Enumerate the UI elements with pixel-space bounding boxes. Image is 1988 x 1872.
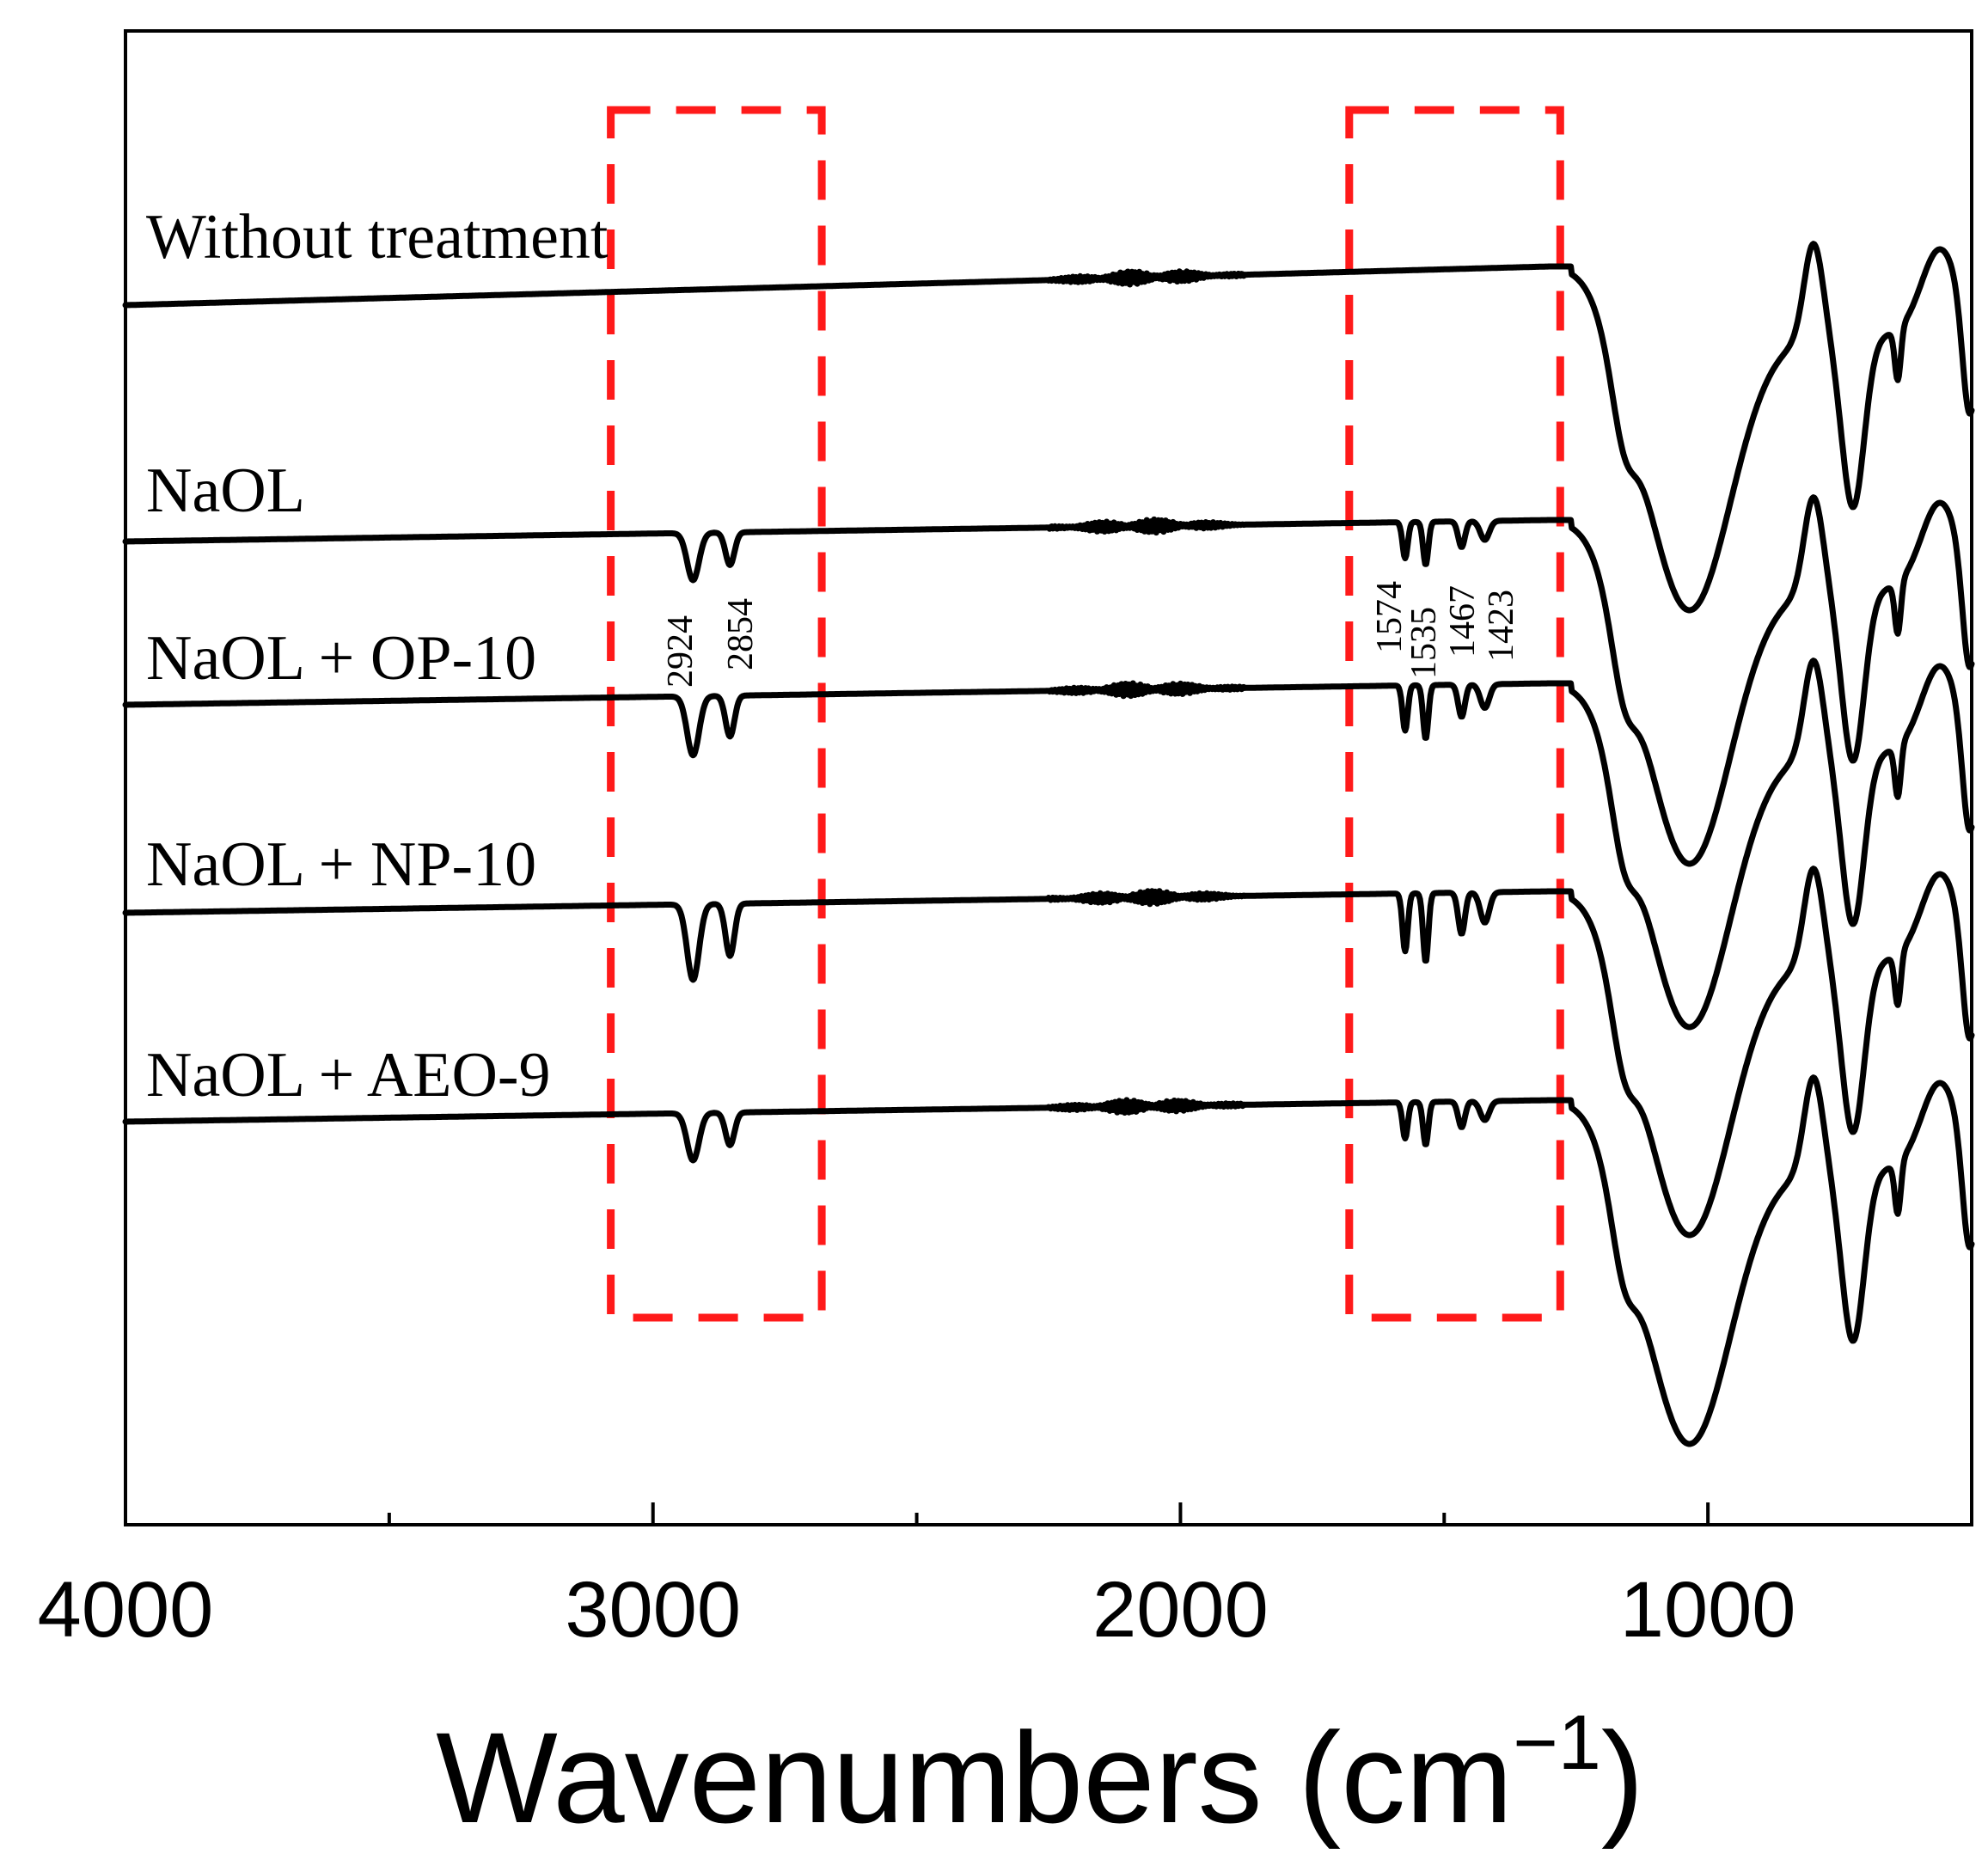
highlight-box bbox=[607, 106, 826, 1322]
x-axis-title: Wavenumbers (cm−1) bbox=[436, 1700, 1644, 1850]
plot-frame bbox=[124, 29, 1973, 1526]
spectra-curves bbox=[122, 241, 1975, 1447]
spectrum-line bbox=[122, 1074, 1975, 1447]
x-axis-tick-labels: 4000 3000 2000 1000 bbox=[38, 1566, 1796, 1654]
series-label: Without treatment bbox=[146, 202, 609, 272]
series-label: NaOL + AEO-9 bbox=[146, 1040, 551, 1110]
series-labels: Without treatment NaOL NaOL + OP-10 NaOL + … bbox=[146, 202, 609, 1110]
peak-label: 2924 bbox=[661, 615, 700, 688]
highlight-regions bbox=[607, 106, 1564, 1322]
series-label: NaOL + NP-10 bbox=[146, 829, 536, 900]
spectrum-line bbox=[122, 866, 1975, 1239]
x-axis-ticks bbox=[124, 1502, 1710, 1525]
peak-label: 2854 bbox=[721, 598, 761, 670]
x-tick-label: 3000 bbox=[565, 1566, 741, 1654]
peak-label: 1535 bbox=[1404, 607, 1444, 679]
peak-label: 1467 bbox=[1443, 585, 1483, 658]
spectrum-line bbox=[122, 658, 1975, 1031]
x-tick-label: 4000 bbox=[38, 1566, 214, 1654]
series-label: NaOL + OP-10 bbox=[146, 623, 536, 694]
x-tick-label: 2000 bbox=[1092, 1566, 1269, 1654]
spectrum-line bbox=[122, 241, 1975, 614]
peak-label: 1574 bbox=[1370, 581, 1410, 653]
x-tick-label: 1000 bbox=[1620, 1566, 1796, 1654]
highlight-box bbox=[1345, 106, 1564, 1322]
spectrum-line bbox=[122, 494, 1975, 867]
series-label: NaOL bbox=[146, 456, 305, 526]
peak-label: 1423 bbox=[1482, 590, 1521, 662]
